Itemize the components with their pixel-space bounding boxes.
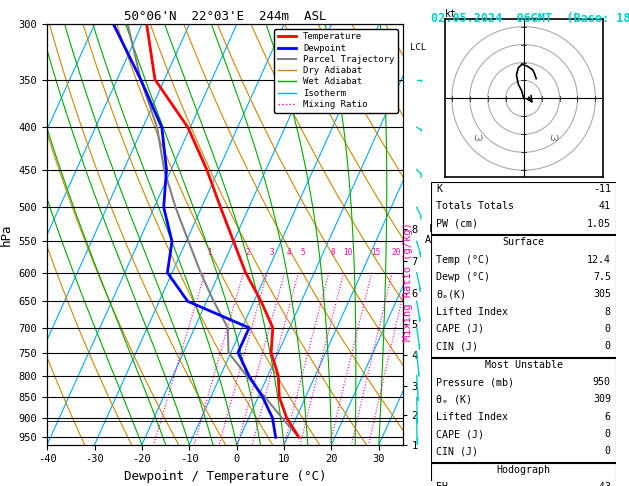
Bar — [431, 358, 616, 462]
Text: CIN (J): CIN (J) — [437, 341, 479, 351]
Bar — [431, 235, 616, 357]
Text: 8: 8 — [331, 248, 335, 258]
Text: 15: 15 — [371, 248, 380, 258]
Text: 0: 0 — [605, 447, 611, 456]
Legend: Temperature, Dewpoint, Parcel Trajectory, Dry Adiabat, Wet Adiabat, Isotherm, Mi: Temperature, Dewpoint, Parcel Trajectory… — [274, 29, 398, 113]
Text: 305: 305 — [593, 289, 611, 299]
Text: ω: ω — [474, 134, 483, 143]
Text: K: K — [437, 184, 442, 194]
Text: 3: 3 — [269, 248, 274, 258]
Text: Lifted Index: Lifted Index — [437, 412, 508, 422]
Text: LCL: LCL — [409, 43, 426, 52]
Text: 309: 309 — [593, 395, 611, 404]
Text: Hodograph: Hodograph — [497, 465, 550, 475]
Text: 6: 6 — [605, 412, 611, 422]
Text: CAPE (J): CAPE (J) — [437, 429, 484, 439]
Text: 02.05.2024  06GMT  (Base: 18): 02.05.2024 06GMT (Base: 18) — [431, 12, 629, 25]
Text: θₑ (K): θₑ (K) — [437, 395, 472, 404]
Text: ω: ω — [548, 134, 558, 143]
Title: 50°06'N  22°03'E  244m  ASL: 50°06'N 22°03'E 244m ASL — [124, 10, 326, 23]
Text: 4: 4 — [287, 248, 291, 258]
Text: Dewp (°C): Dewp (°C) — [437, 272, 491, 282]
Text: CAPE (J): CAPE (J) — [437, 324, 484, 334]
Text: 0: 0 — [605, 324, 611, 334]
Text: Surface: Surface — [503, 237, 545, 247]
Text: 950: 950 — [593, 377, 611, 387]
Text: 20: 20 — [391, 248, 401, 258]
Text: PW (cm): PW (cm) — [437, 219, 479, 228]
Text: CIN (J): CIN (J) — [437, 447, 479, 456]
Text: θₑ(K): θₑ(K) — [437, 289, 467, 299]
Bar — [431, 463, 616, 486]
Text: 1.05: 1.05 — [587, 219, 611, 228]
Text: 12.4: 12.4 — [587, 255, 611, 264]
Text: Totals Totals: Totals Totals — [437, 201, 515, 211]
X-axis label: Dewpoint / Temperature (°C): Dewpoint / Temperature (°C) — [124, 470, 326, 483]
Text: 7.5: 7.5 — [593, 272, 611, 282]
Text: 8: 8 — [605, 307, 611, 316]
Text: 41: 41 — [599, 201, 611, 211]
Text: 0: 0 — [605, 341, 611, 351]
Text: kt: kt — [445, 9, 457, 19]
Text: 5: 5 — [301, 248, 305, 258]
Text: 10: 10 — [343, 248, 352, 258]
Y-axis label: hPa: hPa — [0, 223, 13, 246]
Text: EH: EH — [437, 482, 448, 486]
Text: Lifted Index: Lifted Index — [437, 307, 508, 316]
Text: 2: 2 — [245, 248, 250, 258]
Text: 0: 0 — [605, 429, 611, 439]
Text: -11: -11 — [593, 184, 611, 194]
Text: Mixing Ratio (g/kg): Mixing Ratio (g/kg) — [403, 223, 413, 341]
Text: -43: -43 — [593, 482, 611, 486]
Text: Most Unstable: Most Unstable — [484, 360, 563, 370]
Text: Pressure (mb): Pressure (mb) — [437, 377, 515, 387]
Text: Temp (°C): Temp (°C) — [437, 255, 491, 264]
Bar — [431, 182, 616, 234]
Y-axis label: km
ASL: km ASL — [425, 224, 444, 245]
Text: 1: 1 — [208, 248, 212, 258]
